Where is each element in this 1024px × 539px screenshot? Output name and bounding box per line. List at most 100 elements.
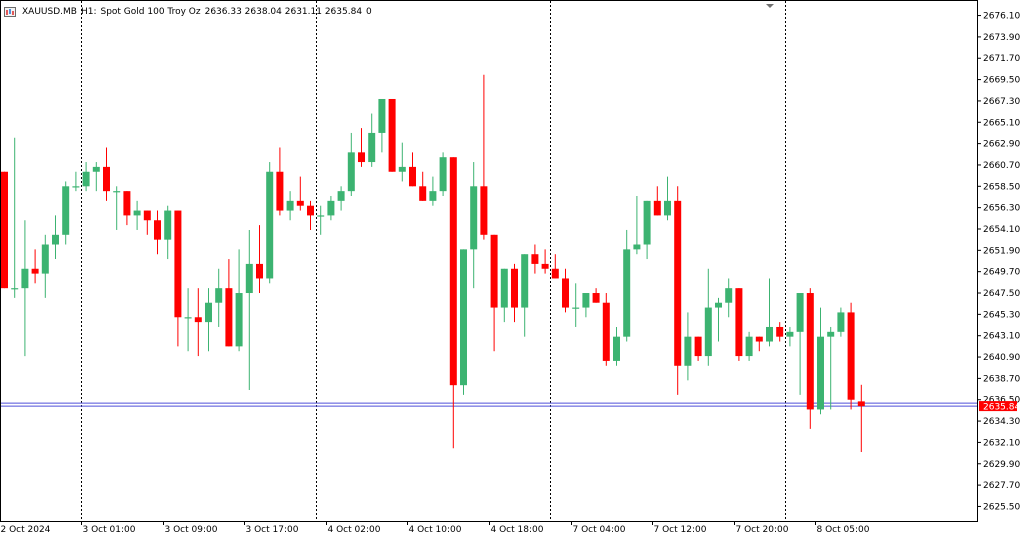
candle-body [123,191,131,216]
y-tick-label: 2638.70 [983,374,1020,384]
candle-51 [511,263,518,323]
candle-59 [592,288,600,303]
candle-body [715,302,722,308]
candle-2 [11,137,19,298]
candle-11 [103,147,110,201]
candle-29 [286,191,294,221]
candle-42 [419,171,427,201]
candle-67 [674,186,682,395]
candle-52 [521,254,529,337]
candle-body [398,166,406,172]
y-tick-label: 2645.30 [983,310,1020,320]
candle-17 [164,205,172,260]
candle-58 [582,293,590,318]
candle-body [378,98,386,133]
candle-body [368,132,376,163]
candle-body [551,268,559,279]
candle-body [653,200,661,216]
candle-body [266,171,274,279]
candle-body [103,166,110,192]
candle-26 [256,225,263,294]
y-tick-label: 2629.90 [983,460,1020,470]
candle-73 [735,288,743,361]
symbol-name: XAUUSD.MB [22,7,77,17]
candle-53 [531,244,539,274]
candle-body [837,312,845,332]
candle-47 [470,162,478,289]
candle-48 [480,74,488,240]
candle-61 [613,326,620,366]
y-tick-label: 2662.90 [983,140,1020,150]
candle-body [92,166,100,172]
candle-8 [72,171,80,192]
candle-body [72,186,80,188]
candle-77 [776,322,784,342]
candle-65 [653,186,661,216]
x-tick-label: 3 Oct 01:00 [83,525,136,535]
candle-72 [725,278,733,318]
candle-body [205,302,212,323]
candle-body [511,268,518,308]
y-tick-label: 2643.10 [983,332,1020,342]
candle-body [296,200,304,206]
candle-22 [215,268,223,327]
candle-body [358,152,365,163]
candle-body [143,210,151,221]
candle-57 [572,283,580,327]
candle-body [113,191,121,193]
candle-body [11,288,19,290]
candle-13 [123,191,131,226]
y-tick-label: 2634.30 [983,417,1020,427]
candle-body [796,293,804,332]
y-tick-label: 2651.90 [983,246,1020,256]
chart-info-bar: XAUUSD.MB H1: Spot Gold 100 Troy Oz 2636… [4,4,376,20]
x-tick-label: 3 Oct 09:00 [165,525,218,535]
candle-body [286,200,294,211]
y-tick-label: 2654.10 [983,225,1020,235]
price-axis: 2676.10 2673.90 2671.70 2669.50 2667.30 2665.… [977,12,1020,512]
y-tick-label: 2625.50 [983,502,1020,512]
candle-60 [602,293,610,366]
candle-body [194,317,202,323]
candle-82 [827,326,835,410]
candle-41 [409,152,416,187]
candle-body [419,186,427,201]
candle-7 [62,181,70,245]
candle-body [245,263,253,294]
candle-body [562,278,569,308]
candle-76 [766,278,773,347]
candle-body [786,331,794,337]
candle-body [307,205,314,216]
candle-45 [449,157,457,449]
candle-70 [704,268,712,366]
candle-body [174,210,182,318]
y-tick-label: 2669.50 [983,76,1020,86]
symbol-description: Spot Gold 100 Troy Oz [100,7,201,17]
candle-body [409,166,416,187]
candle-body [521,254,529,308]
candle-62 [623,229,631,342]
candle-64 [643,200,651,260]
candle-body [766,326,773,342]
x-tick-label: 4 Oct 10:00 [409,525,462,535]
candle-body [602,302,610,361]
candle-15 [143,210,151,235]
candle-body [164,210,172,240]
candle-36 [358,128,365,167]
candle-49 [490,234,498,352]
candle-body [633,244,641,250]
candle-18 [174,210,182,347]
x-tick-label: 7 Oct 20:00 [736,525,789,535]
plot-area[interactable] [0,0,978,522]
candle-4 [31,249,39,284]
candle-body [572,307,580,309]
candle-25 [245,229,253,391]
chart-shift-marker-icon[interactable] [766,4,774,8]
candle-body [684,336,692,366]
candle-body [827,331,835,337]
candle-80 [806,288,814,429]
candle-3 [21,220,29,357]
candle-71 [715,297,722,342]
